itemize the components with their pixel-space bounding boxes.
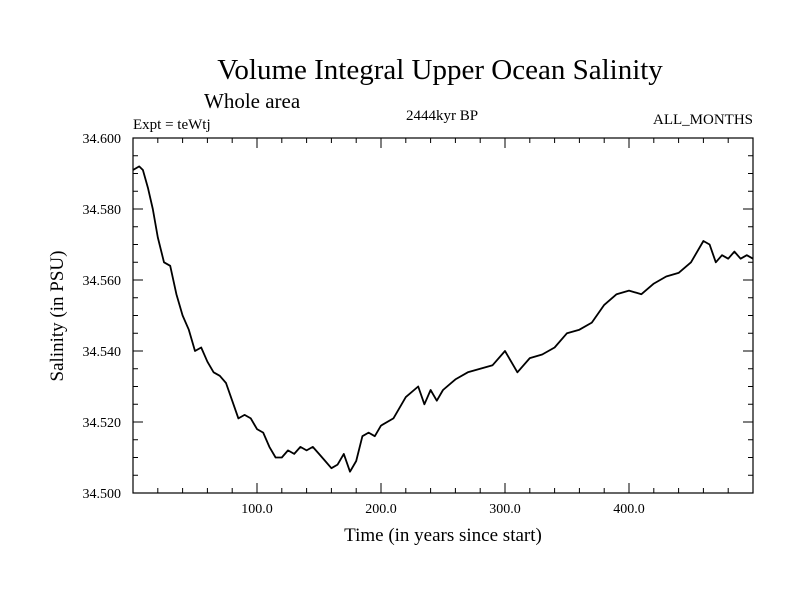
y-tick-label: 34.520 bbox=[83, 416, 122, 431]
annotation-months: ALL_MONTHS bbox=[653, 112, 753, 128]
annotation-experiment: Expt = teWtj bbox=[133, 117, 211, 133]
y-tick-label: 34.580 bbox=[83, 203, 122, 218]
x-tick-label: 300.0 bbox=[489, 502, 521, 517]
chart-title: Volume Integral Upper Ocean Salinity bbox=[217, 54, 663, 86]
x-tick-label: 400.0 bbox=[613, 502, 645, 517]
y-tick-label: 34.540 bbox=[83, 345, 122, 360]
y-tick-label: 34.600 bbox=[83, 132, 122, 147]
annotation-period: 2444kyr BP bbox=[406, 108, 478, 124]
x-axis-label: Time (in years since start) bbox=[344, 525, 542, 546]
y-tick-label: 34.500 bbox=[83, 487, 122, 502]
x-axis-ticks: 100.0 200.0 300.0 400.0 bbox=[157, 138, 729, 517]
x-tick-label: 200.0 bbox=[365, 502, 397, 517]
y-tick-label: 34.560 bbox=[83, 274, 122, 289]
series-line-salinity bbox=[132, 165, 754, 473]
y-axis-label: Salinity (in PSU) bbox=[47, 251, 68, 382]
x-tick-label: 100.0 bbox=[241, 502, 273, 517]
plot-frame bbox=[132, 137, 754, 494]
y-axis-ticks: 34.500 34.520 34.540 34.560 34.580 34.600 bbox=[83, 132, 753, 502]
chart-subtitle: Whole area bbox=[204, 89, 301, 113]
series-layer bbox=[132, 165, 754, 473]
